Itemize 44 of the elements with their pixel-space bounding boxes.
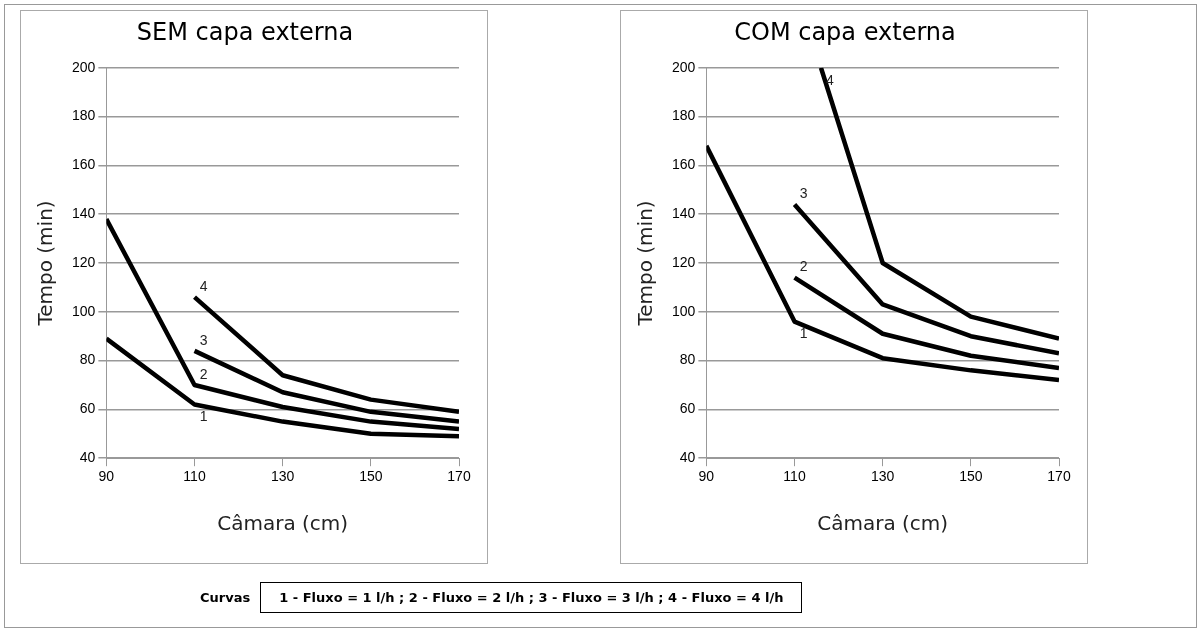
chart-title: COM capa externa — [734, 17, 956, 46]
series-label: 3 — [799, 185, 808, 202]
y-axis-title: Tempo (min) — [633, 200, 658, 327]
y-tick-label: 180 — [672, 107, 696, 124]
y-tick-label: 100 — [672, 302, 696, 319]
y-tick-label: 160 — [72, 156, 96, 173]
series-label: 1 — [799, 325, 808, 342]
y-tick-label: 80 — [79, 351, 96, 368]
y-tick-label: 60 — [679, 400, 696, 417]
y-tick-label: 60 — [79, 400, 96, 417]
x-axis-title: Câmara (cm) — [217, 511, 349, 536]
x-tick-label: 110 — [783, 468, 806, 485]
x-tick-label: 150 — [359, 468, 383, 485]
y-tick-label: 200 — [72, 58, 96, 75]
series-label: 1 — [199, 408, 208, 425]
x-tick-label: 150 — [959, 468, 983, 485]
chart-title: SEM capa externa — [136, 17, 354, 46]
y-tick-label: 160 — [672, 156, 696, 173]
y-tick-label: 180 — [72, 107, 96, 124]
y-axis-title: Tempo (min) — [33, 200, 58, 327]
y-tick-label: 140 — [72, 205, 96, 222]
series-label: 4 — [199, 278, 208, 295]
x-tick-label: 170 — [1047, 468, 1071, 485]
series-label: 4 — [826, 71, 835, 88]
y-tick-label: 80 — [679, 351, 696, 368]
y-tick-label: 100 — [72, 302, 96, 319]
y-tick-label: 120 — [72, 253, 96, 270]
y-tick-label: 40 — [79, 449, 96, 466]
y-tick-label: 40 — [679, 449, 696, 466]
x-tick-label: 90 — [98, 468, 115, 485]
x-tick-label: 130 — [871, 468, 895, 485]
y-tick-label: 120 — [672, 253, 696, 270]
series-label: 2 — [799, 258, 808, 275]
x-axis-title: Câmara (cm) — [817, 511, 949, 536]
text: 1 - Fluxo = 1 l/h ; 2 - Fluxo = 2 l/h ; 3 - Fluxo = 3 l/h ; 4 - Fluxo = 4 l/h — [260, 582, 803, 613]
x-tick-label: 90 — [698, 468, 715, 485]
x-tick-label: 170 — [447, 468, 471, 485]
x-tick-label: 130 — [271, 468, 295, 485]
y-tick-label: 200 — [672, 58, 696, 75]
series-label: 3 — [199, 331, 208, 348]
x-tick-label: 110 — [183, 468, 206, 485]
series-label: 2 — [199, 365, 208, 382]
text: Curvas — [200, 590, 251, 605]
y-tick-label: 140 — [672, 205, 696, 222]
